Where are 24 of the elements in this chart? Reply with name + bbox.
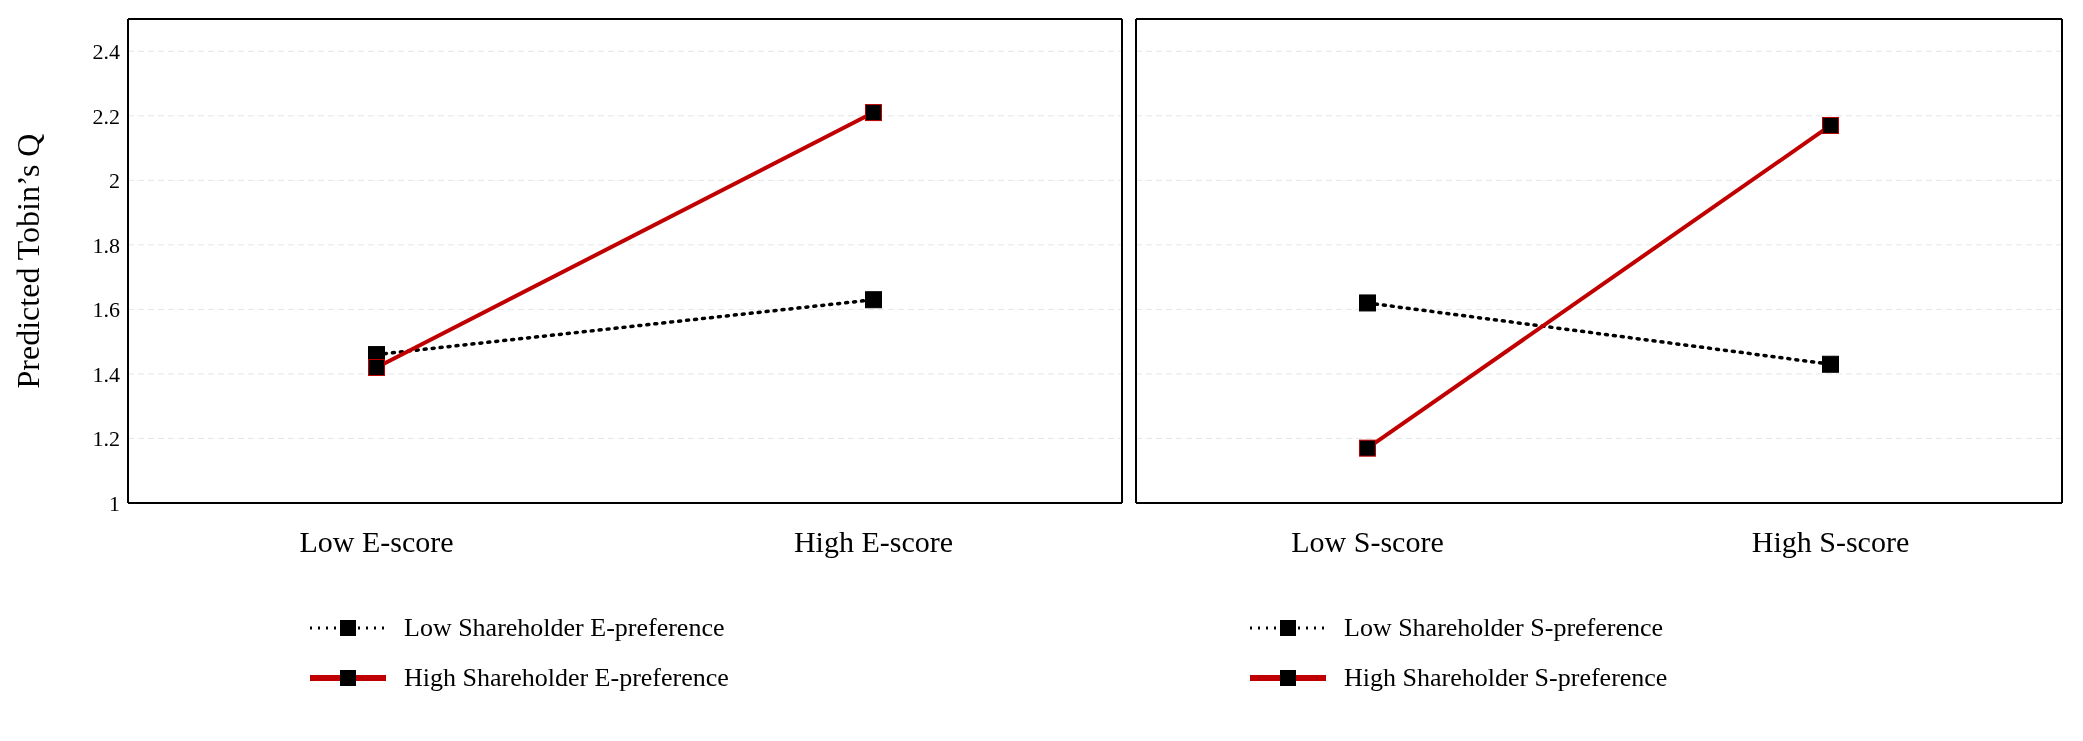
x-tick-label: High E-score — [793, 525, 954, 559]
point — [1822, 116, 1839, 134]
y-axis-title: Predicted Tobin’s Q — [10, 133, 47, 389]
legend-label: High Shareholder E-preference — [404, 663, 729, 693]
y-tick-label: 2.2 — [92, 103, 120, 129]
x-tick-label: High S-score — [1751, 525, 1910, 559]
x-tick-label: Low S-score — [1291, 525, 1444, 559]
y-tick-label: 1.4 — [92, 361, 120, 387]
point — [1359, 439, 1376, 457]
legend-label: High Shareholder S-preference — [1344, 663, 1668, 693]
legend-label: Low Shareholder S-preference — [1344, 613, 1664, 643]
y-tick-label: 1.8 — [92, 232, 120, 258]
y-tick-label: 2.4 — [92, 39, 120, 65]
point — [1359, 294, 1376, 312]
point — [368, 358, 385, 376]
legend-label: Low Shareholder E-preference — [404, 613, 725, 643]
y-tick-label: 1 — [109, 490, 120, 516]
y-tick-label: 1.2 — [92, 426, 120, 452]
y-tick-label: 2 — [109, 168, 120, 194]
point — [1822, 355, 1839, 373]
point — [865, 104, 882, 122]
y-tick-label: 1.6 — [92, 297, 120, 323]
point — [865, 291, 882, 309]
x-tick-label: Low E-score — [299, 525, 454, 559]
